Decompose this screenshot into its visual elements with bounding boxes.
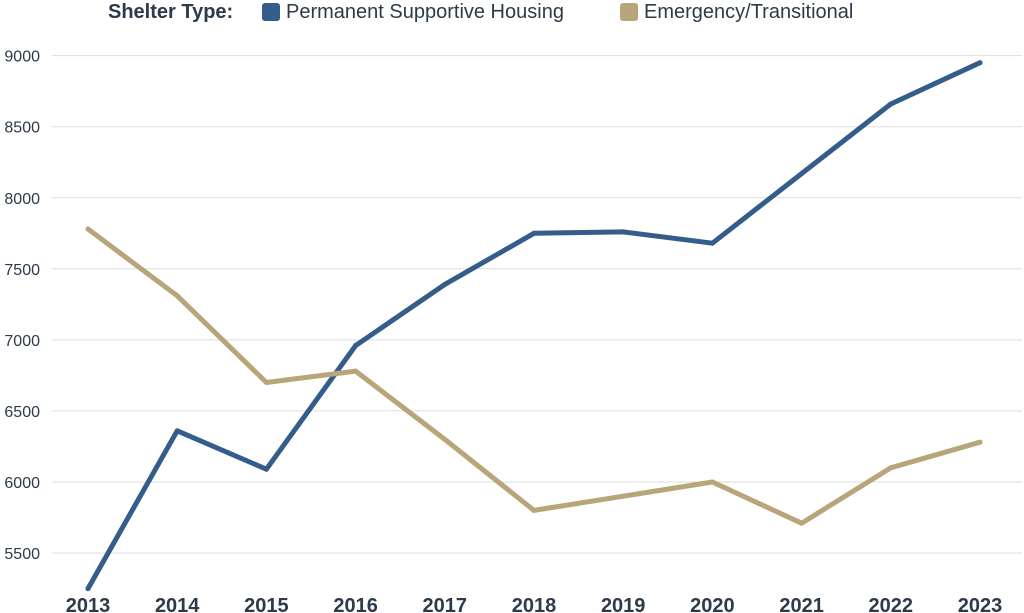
data-point-emergency-transitional-2023	[977, 439, 983, 445]
x-axis: 2013 2014 2015 2016 2017 2018 2019 2020 2021 2022…	[66, 595, 1003, 613]
y-tick-label-7000: 7000	[4, 333, 40, 350]
legend: Shelter Type: Permanent Supportive Housi…	[108, 1, 853, 23]
series	[85, 60, 983, 592]
data-point-emergency-transitional-2017	[442, 436, 448, 442]
data-point-emergency-transitional-2022	[888, 465, 894, 471]
x-tick-label-2013: 2013	[66, 595, 111, 613]
y-axis: 5500 6000 6500 7000 7500 8000 8500 9000	[4, 49, 40, 563]
y-tick-label-8000: 8000	[4, 191, 40, 208]
x-tick-label-2022: 2022	[869, 595, 914, 613]
y-tick-label-7500: 7500	[4, 262, 40, 279]
y-tick-label-6000: 6000	[4, 475, 40, 492]
data-point-permanent-supportive-housing-2021	[799, 171, 805, 177]
data-point-permanent-supportive-housing-2023	[977, 60, 983, 66]
data-point-permanent-supportive-housing-2013	[85, 586, 91, 592]
x-tick-label-2018: 2018	[512, 595, 557, 613]
x-tick-label-2014: 2014	[155, 595, 200, 613]
data-point-emergency-transitional-2016	[353, 368, 359, 374]
data-point-emergency-transitional-2020	[709, 479, 715, 485]
legend-label-permanent-supportive-housing: Permanent Supportive Housing	[286, 1, 564, 23]
legend-swatch-permanent-supportive-housing	[262, 3, 280, 21]
series-line-emergency-transitional	[85, 226, 983, 526]
x-tick-label-2015: 2015	[244, 595, 289, 613]
data-point-emergency-transitional-2013	[85, 226, 91, 232]
data-point-emergency-transitional-2018	[531, 507, 537, 513]
data-point-emergency-transitional-2021	[799, 520, 805, 526]
x-tick-label-2019: 2019	[601, 595, 646, 613]
y-tick-label-8500: 8500	[4, 120, 40, 137]
legend-swatch-emergency-transitional	[620, 3, 638, 21]
data-point-permanent-supportive-housing-2014	[174, 428, 180, 434]
data-point-emergency-transitional-2014	[174, 293, 180, 299]
data-point-permanent-supportive-housing-2018	[531, 230, 537, 236]
legend-title: Shelter Type:	[108, 1, 233, 23]
data-point-emergency-transitional-2019	[620, 493, 626, 499]
data-point-permanent-supportive-housing-2019	[620, 229, 626, 235]
x-tick-label-2023: 2023	[958, 595, 1003, 613]
data-point-permanent-supportive-housing-2016	[353, 343, 359, 349]
grid	[52, 55, 1022, 554]
data-point-permanent-supportive-housing-2015	[263, 466, 269, 472]
x-tick-label-2021: 2021	[779, 595, 824, 613]
y-tick-label-6500: 6500	[4, 404, 40, 421]
data-point-emergency-transitional-2015	[263, 380, 269, 386]
data-point-permanent-supportive-housing-2017	[442, 281, 448, 287]
x-tick-label-2016: 2016	[333, 595, 378, 613]
x-tick-label-2017: 2017	[423, 595, 468, 613]
legend-label-emergency-transitional: Emergency/Transitional	[644, 1, 853, 23]
data-point-permanent-supportive-housing-2022	[888, 101, 894, 107]
x-tick-label-2020: 2020	[690, 595, 735, 613]
y-tick-label-5500: 5500	[4, 546, 40, 563]
y-tick-label-9000: 9000	[4, 49, 40, 66]
data-point-permanent-supportive-housing-2020	[709, 240, 715, 246]
